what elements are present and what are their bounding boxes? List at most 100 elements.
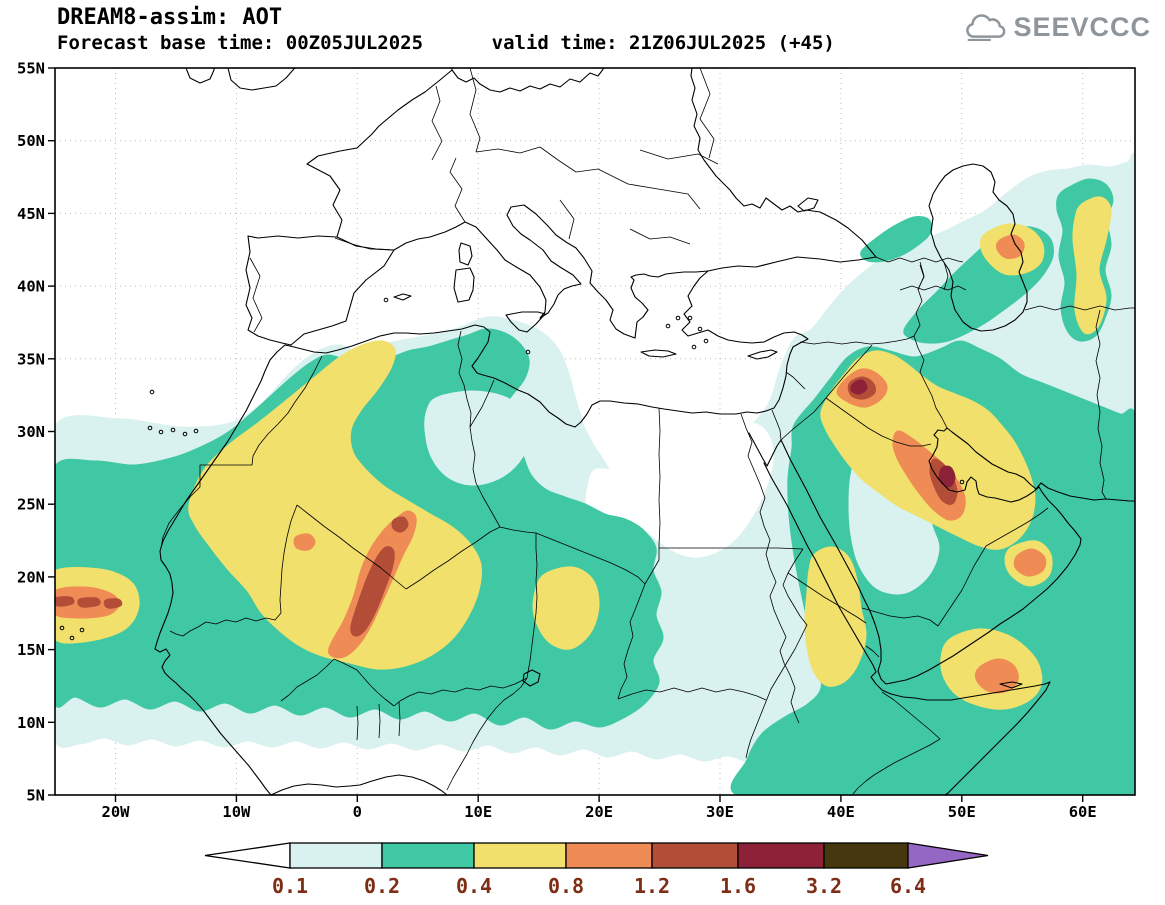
contour-region [995, 234, 1025, 259]
river-nile [740, 413, 800, 724]
contour-region [804, 546, 867, 687]
colorbar-right-arrow [907, 842, 989, 869]
contour-region [391, 516, 409, 533]
lon-axis-label: 30E [706, 803, 734, 821]
country-border [917, 261, 925, 291]
island-dot [959, 479, 965, 485]
country-border [787, 572, 867, 624]
colorbar-label: 0.1 [272, 874, 308, 898]
country-borders [160, 68, 1135, 795]
country-border [639, 149, 719, 165]
coastline [306, 68, 453, 238]
plot-title: DREAM8-assim: AOT [57, 5, 283, 30]
lat-axis-label: 15N [17, 641, 45, 659]
coastline [763, 462, 1051, 795]
island-dot [182, 431, 188, 437]
coastline [707, 256, 877, 272]
contour-region [860, 216, 933, 263]
colorbar-segment [381, 842, 475, 869]
lon-axis-label: 0 [353, 803, 362, 821]
colorbar-label: 0.2 [364, 874, 400, 898]
coastline [154, 344, 286, 795]
country-border [644, 548, 660, 585]
lon-axis-label: 60E [1069, 803, 1097, 821]
island-dot [383, 297, 389, 303]
colorbar-label: 1.6 [720, 874, 756, 898]
country-border [617, 583, 646, 700]
country-border [160, 355, 323, 549]
island-dot [147, 425, 153, 431]
contour-region [532, 566, 600, 650]
country-border [799, 335, 915, 345]
colorbar: 0.1 0.2 0.4 0.8 1.2 1.6 3.2 6.4 [204, 842, 989, 898]
colorbar-segment [823, 842, 909, 869]
country-border [629, 228, 691, 245]
coastline [999, 681, 1023, 689]
coastline [393, 204, 582, 319]
country-border [913, 335, 948, 429]
country-border [1095, 309, 1107, 500]
coastline [453, 267, 475, 303]
coastline [505, 311, 546, 333]
country-border [169, 504, 298, 637]
country-border [378, 703, 381, 739]
country-border [937, 545, 987, 627]
country-border [825, 397, 932, 447]
island-dot [687, 315, 693, 321]
country-border [852, 691, 941, 795]
country-border [469, 68, 481, 153]
coastline [928, 163, 1028, 332]
country-border [333, 658, 395, 707]
aot-contour-field [55, 152, 1135, 795]
country-border [825, 344, 873, 399]
axis-labels: 55N 50N 45N 40N 35N 30N 25N 20N 15N 10N 5N 20W 10W 0 1… [17, 60, 1097, 822]
island-dot [691, 344, 697, 350]
country-border [280, 658, 335, 702]
country-border [469, 379, 495, 428]
lat-axis-label: 45N [17, 205, 45, 223]
contour-region [293, 533, 316, 551]
coastline [640, 349, 677, 358]
lat-axis-label: 10N [17, 714, 45, 732]
colorbar-segment [565, 842, 653, 869]
lat-axis-label: 35N [17, 350, 45, 368]
colorbar-segment [737, 842, 825, 869]
colorbar-segment [473, 842, 567, 869]
colorbar-label: 0.4 [456, 874, 492, 898]
country-border [985, 507, 1049, 547]
lat-axis-label: 55N [17, 60, 45, 78]
lat-axis-label: 5N [26, 787, 45, 805]
coastline [245, 235, 395, 346]
country-border [559, 199, 575, 240]
country-border [398, 701, 401, 737]
country-border [617, 687, 767, 701]
country-border [659, 547, 804, 550]
country-border [334, 237, 394, 251]
colorbar-segment [289, 842, 383, 869]
colorbar-left-arrow [204, 842, 291, 869]
coastline [523, 204, 709, 339]
country-border [1024, 305, 1135, 311]
country-border [446, 677, 528, 791]
coastline [458, 242, 473, 266]
lon-axis-label: 10E [464, 803, 492, 821]
country-border [780, 397, 827, 441]
country-border [875, 256, 964, 263]
coastline [522, 669, 541, 687]
country-border [597, 168, 701, 210]
contour-region [974, 658, 1019, 694]
contour-region [77, 597, 101, 608]
island-dot [525, 349, 531, 355]
lat-axis-label: 20N [17, 568, 45, 586]
country-border [943, 261, 949, 291]
lat-axis-label: 40N [17, 278, 45, 296]
country-border [356, 705, 359, 741]
plot-subtitle: Forecast base time: 00Z05JUL2025 valid t… [57, 32, 835, 55]
lat-axis-label: 50N [17, 132, 45, 150]
colorbar-label: 3.2 [806, 874, 842, 898]
country-border [771, 409, 782, 441]
lon-axis-label: 10W [222, 803, 251, 821]
country-border [899, 285, 967, 291]
colorbar-label: 6.4 [890, 874, 926, 898]
